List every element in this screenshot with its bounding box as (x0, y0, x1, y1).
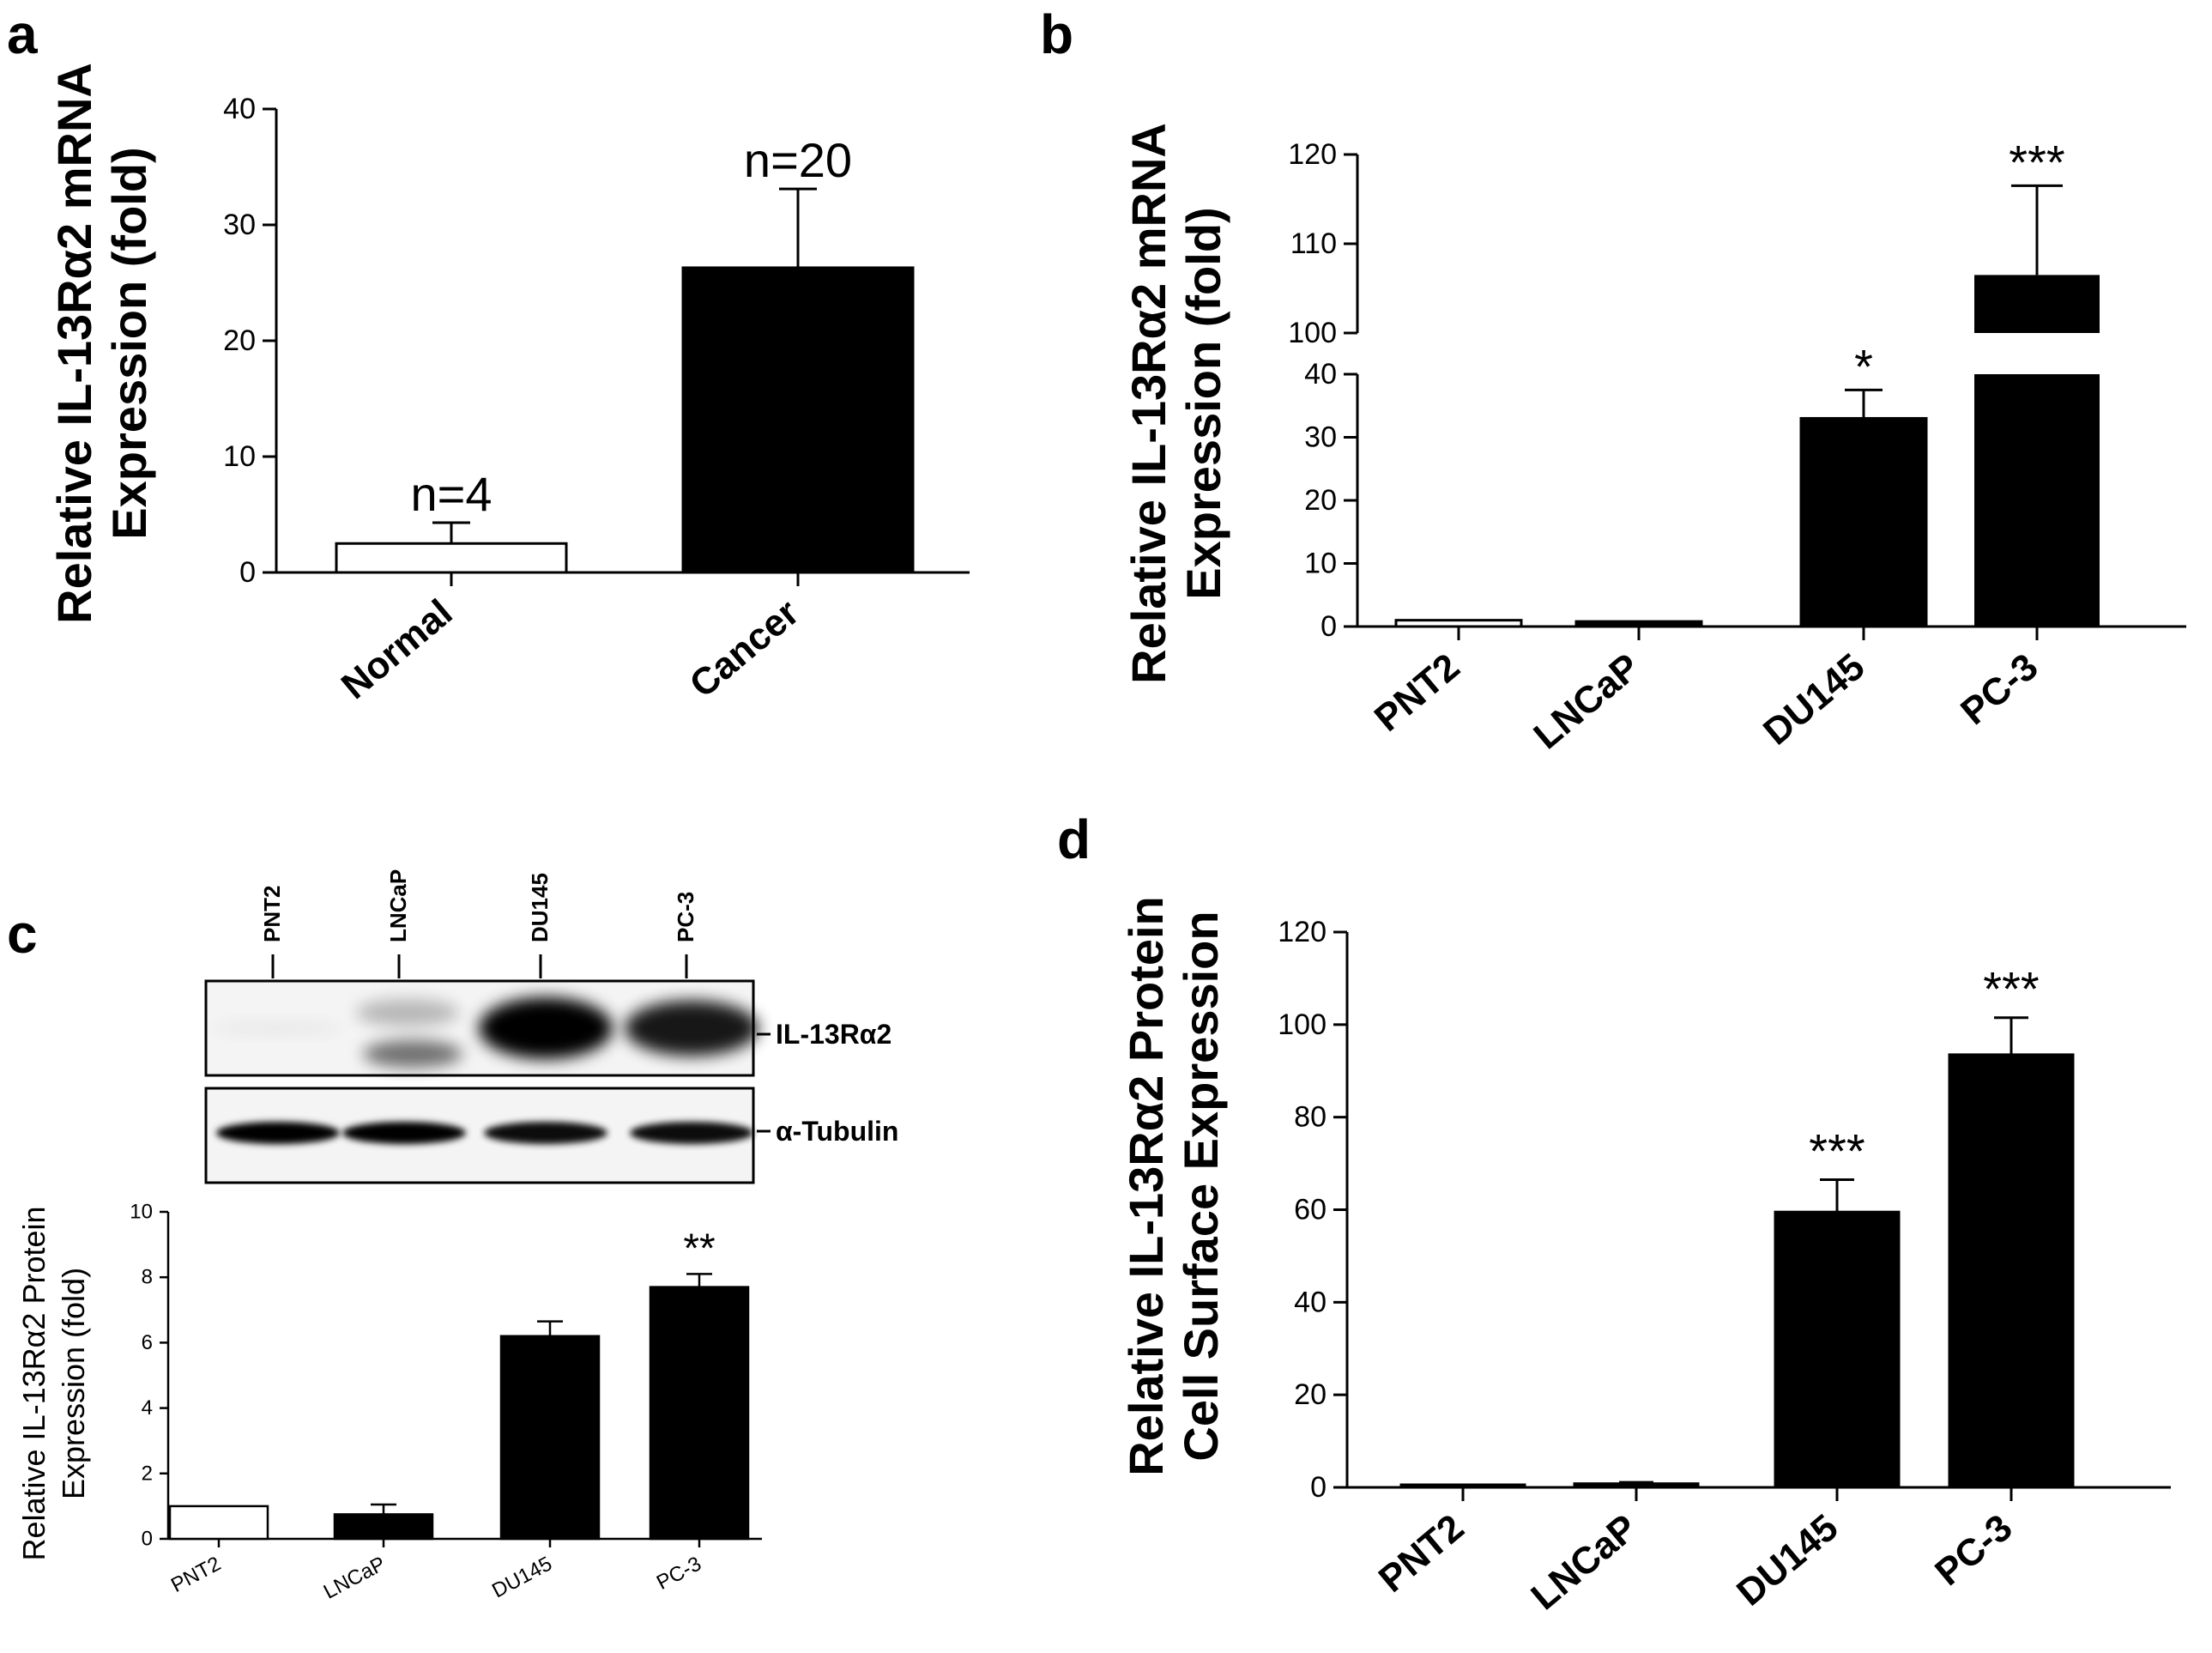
y-tick-label: 40 (223, 93, 256, 125)
x-tick-label-pnt2: PNT2 (1367, 645, 1468, 740)
chart-c: Relative IL-13Rα2 Protein Expression (fol… (16, 1201, 762, 1604)
x-tick-label-du145: DU145 (1729, 1506, 1846, 1614)
y-tick-label: 10 (130, 1201, 153, 1224)
band-label-il13: IL-13Rα2 (776, 1019, 891, 1050)
y-tick-label: 10 (223, 440, 256, 473)
y-tick-label: 2 (142, 1462, 153, 1485)
panel-letter-a: a (7, 3, 38, 65)
panel-letter-d: d (1057, 808, 1091, 870)
western-blot: PNT2 LNCaP DU145 PC-3 IL-13Rα2 α-Tubulin (204, 869, 898, 1184)
bar-pnt2 (1399, 1483, 1526, 1489)
lane-label-pnt2: PNT2 (259, 886, 285, 942)
band-tubulin-pc-3 (630, 1122, 753, 1144)
band-il13-du145 (479, 997, 613, 1059)
band-il13-pnt2 (211, 1021, 345, 1035)
y-axis-label-line-1: Relative IL-13Rα2 Protein (16, 1206, 51, 1560)
y-tick-label: 120 (1278, 916, 1327, 948)
bar-du145 (1799, 416, 1928, 628)
bar-pc-3-upper (1974, 275, 2100, 333)
bar-du145 (1774, 1210, 1901, 1489)
y-axis-label-line-1: Relative IL-13Rα2 mRNA (47, 63, 101, 624)
lane-label-lncap: LNCaP (385, 869, 411, 942)
x-tick-label-du145: DU145 (1756, 645, 1872, 754)
bar-normal (335, 542, 568, 574)
x-tick-label-du145: DU145 (488, 1552, 556, 1602)
y-axis-label-line-1: Relative IL-13Rα2 mRNA (1121, 123, 1176, 684)
y-tick-label: 8 (142, 1266, 153, 1289)
y-tick-label: 80 (1294, 1101, 1327, 1134)
y-tick-label: 60 (1294, 1194, 1327, 1226)
bar-pc-3 (1948, 1053, 2075, 1489)
significance-annotation: n=20 (744, 133, 852, 187)
y-tick-label: 20 (1304, 484, 1337, 517)
y-axis-label-line-1: Relative IL-13Rα2 Protein (1119, 896, 1173, 1476)
bar-lncap (333, 1513, 434, 1541)
x-tick-label-lncap: LNCaP (1526, 645, 1647, 757)
x-tick-label-pnt2: PNT2 (1371, 1506, 1472, 1601)
y-tick-label: 0 (142, 1528, 153, 1551)
y-axis-label-line-2: Expression (fold) (102, 147, 156, 539)
significance-annotation: *** (2009, 135, 2064, 189)
x-tick-label-lncap: LNCaP (1523, 1506, 1645, 1618)
y-tick-label: 120 (1288, 138, 1337, 171)
bar-pnt2 (168, 1505, 269, 1541)
y-tick-label: 20 (223, 324, 256, 357)
y-axis-label-line-2: Cell Surface Expression (1174, 911, 1228, 1461)
chart-b: Relative IL-13Rα2 mRNA Expression (fold) 0… (1121, 123, 2186, 757)
significance-annotation: n=4 (411, 467, 493, 521)
y-tick-label: 0 (1310, 1471, 1327, 1504)
bar-lncap (1574, 620, 1703, 628)
lane-label-du145: DU145 (527, 873, 553, 942)
significance-annotation: * (1854, 339, 1873, 393)
y-tick-label: 40 (1294, 1286, 1327, 1318)
panel-letter-b: b (1040, 3, 1073, 65)
bar-du145 (499, 1335, 601, 1541)
y-tick-label: 10 (1304, 548, 1337, 580)
chart-d: Relative IL-13Rα2 Protein Cell Surface Ex… (1119, 896, 2171, 1618)
y-tick-label: 40 (1304, 358, 1337, 391)
band-tubulin-du145 (484, 1122, 607, 1144)
y-tick-label: 0 (1321, 610, 1337, 643)
x-tick-label-cancer: Cancer (682, 591, 807, 705)
lane-label-pc-3: PC-3 (673, 892, 698, 942)
band-il13-lncap (363, 1040, 462, 1068)
x-tick-label-normal: Normal (334, 591, 461, 707)
y-tick-label: 0 (239, 556, 256, 589)
y-tick-label: 100 (1288, 317, 1337, 349)
y-tick-label: 20 (1294, 1378, 1327, 1411)
x-tick-label-lncap: LNCaP (320, 1552, 390, 1603)
band-il13-lncap-upper (356, 999, 459, 1026)
y-tick-label: 100 (1278, 1008, 1327, 1041)
significance-annotation: ** (683, 1226, 715, 1271)
y-tick-label: 6 (142, 1331, 153, 1354)
band-tubulin-pnt2 (216, 1122, 340, 1144)
y-tick-label: 110 (1290, 227, 1337, 260)
x-tick-label-pc-3: PC-3 (1953, 645, 2046, 733)
band-il13-pc-3 (625, 1000, 758, 1057)
x-tick-label-pc-3: PC-3 (653, 1552, 705, 1595)
band-tubulin-lncap (342, 1122, 466, 1144)
y-tick-label: 30 (223, 209, 256, 241)
bar-pc-3-lower (1974, 374, 2100, 627)
significance-annotation: *** (1983, 962, 2039, 1016)
bar-pc-3 (649, 1286, 750, 1541)
panel-letter-c: c (7, 903, 38, 965)
significance-annotation: *** (1809, 1123, 1864, 1178)
bar-pnt2 (1394, 619, 1523, 628)
x-tick-label-pnt2: PNT2 (167, 1552, 225, 1597)
band-label-tubulin: α-Tubulin (776, 1116, 898, 1147)
y-tick-label: 4 (142, 1396, 153, 1420)
x-tick-label-pc-3: PC-3 (1927, 1506, 2020, 1594)
bar-lncap (1573, 1482, 1700, 1489)
chart-a: Relative IL-13Rα2 mRNA Expression (fold) 0… (47, 63, 970, 707)
y-axis-label-line-2: Expression (fold) (1176, 207, 1230, 599)
bar-cancer (681, 266, 915, 574)
y-tick-label: 30 (1304, 421, 1337, 454)
y-axis-label-line-2: Expression (fold) (56, 1268, 91, 1499)
